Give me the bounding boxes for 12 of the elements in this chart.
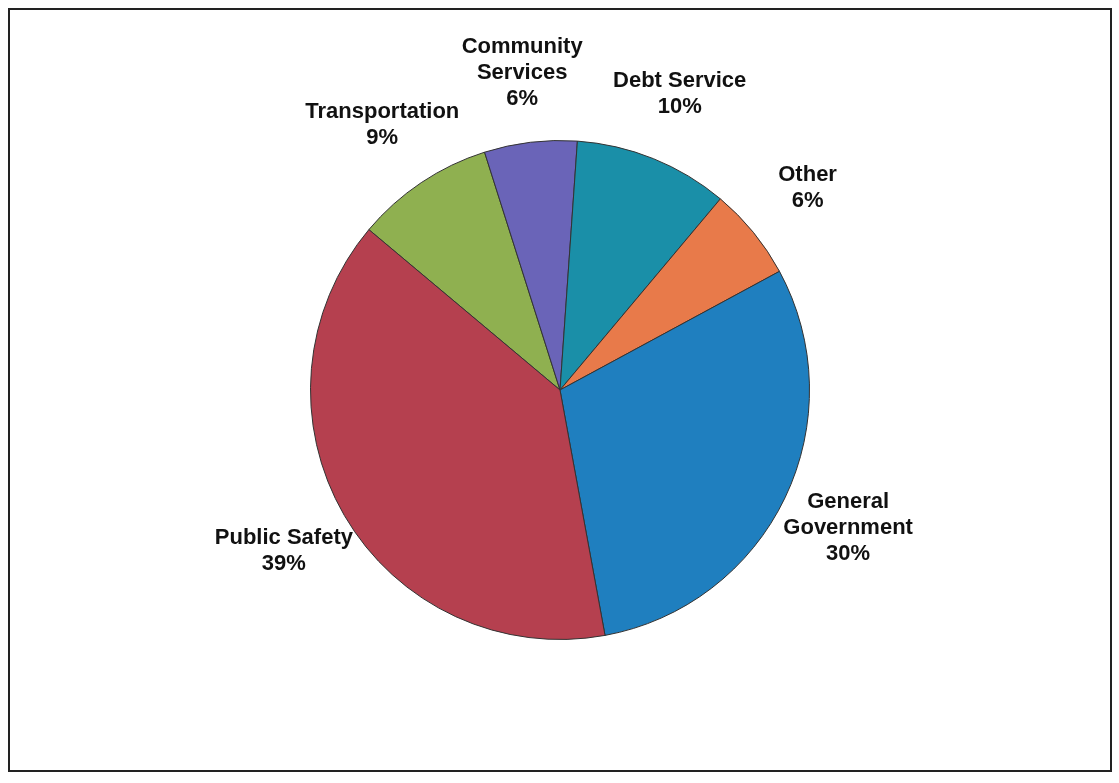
data-label: 6% <box>506 84 539 110</box>
slice-label: Transportation <box>305 97 460 123</box>
slice-label: General Government <box>783 488 914 540</box>
data-label: 9% <box>366 123 399 149</box>
data-label: 10% <box>657 92 702 118</box>
data-label: 39% <box>261 549 306 575</box>
slice-label: Community Services <box>461 32 584 84</box>
slice-label: Other <box>778 161 838 187</box>
slice-label: Debt Service <box>613 66 747 92</box>
data-label: 6% <box>791 187 824 213</box>
data-label: 30% <box>826 540 871 566</box>
slice-label: Public Safety <box>214 523 354 549</box>
